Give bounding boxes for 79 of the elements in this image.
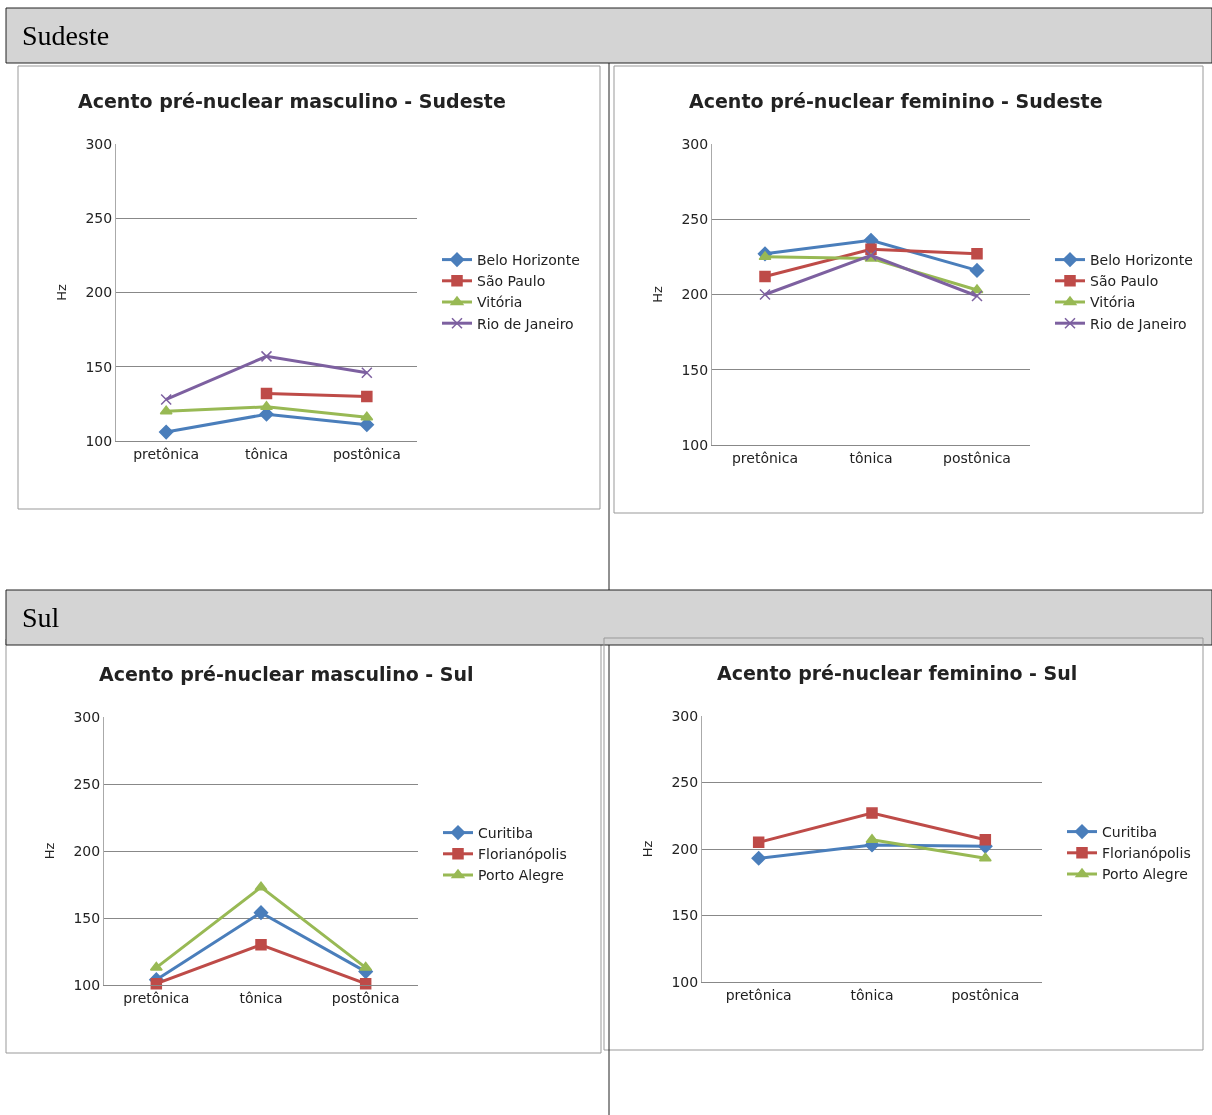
y-tick-label: 200 [85,284,113,301]
y-axis-title: Hz [650,286,666,303]
y-axis-title: Hz [640,840,656,858]
point [979,833,992,846]
chart-title: Acento pré-nuclear masculino - Sudeste [78,90,506,112]
point [158,424,174,440]
x-tick-label: tônica [850,986,894,1003]
legend-label: Rio de Janeiro [477,315,574,332]
y-tick-label: 200 [73,842,101,859]
x-tick-label: postônica [331,989,400,1006]
y-tick-label: 250 [671,774,699,791]
legend-label: Curitiba [1102,824,1158,841]
legend-label: Porto Alegre [478,867,564,884]
point [971,248,983,260]
point [759,270,771,283]
text: Sudeste [22,20,110,51]
point [758,251,772,261]
point [359,961,373,971]
y-tick-label: 250 [85,210,113,227]
legend-label: Florianópolis [1102,845,1191,862]
y-tick-label: 100 [671,973,699,990]
y-tick-label: 150 [85,358,113,375]
point [255,939,267,951]
legend-label: Rio de Janeiro [1090,315,1187,332]
point [160,393,172,406]
y-tick-label: 100 [85,432,113,449]
x-tick-label: postônica [951,986,1020,1003]
y-axis-title: Hz [54,284,70,301]
point [751,851,766,866]
y-tick-label: 100 [73,976,101,993]
point [260,387,273,400]
x-tick-label: tônica [244,445,289,462]
y-tick-label: 300 [85,135,113,152]
y-axis-title: Hz [42,842,58,860]
y-tick-label: 300 [681,135,709,152]
x-tick-label: pretônica [731,449,799,466]
x-tick-label: tônica [239,989,283,1006]
chart-title: Acento pré-nuclear feminino - Sudeste [689,90,1103,112]
y-tick-label: 200 [671,840,699,857]
y-tick-label: 100 [681,436,709,453]
chart-title: Acento pré-nuclear feminino - Sul [717,662,1078,684]
legend-label: Florianópolis [478,846,567,863]
y-tick-label: 200 [681,286,709,303]
y-tick-label: 150 [73,909,101,926]
legend-label: São Paulo [477,273,546,290]
legend-label: São Paulo [1090,273,1159,290]
point [361,366,373,379]
y-tick-label: 300 [671,707,699,724]
point [254,881,268,891]
x-tick-label: pretônica [725,986,792,1003]
x-tick-label: pretônica [133,445,200,462]
y-tick-label: 150 [681,361,709,378]
x-tick-label: postônica [332,445,401,462]
point [360,411,374,421]
point [149,961,163,971]
y-tick-label: 150 [671,907,699,924]
point [971,290,983,302]
chart-title: Acento pré-nuclear masculino - Sul [99,663,474,685]
legend-label: Vitória [1090,294,1136,311]
point [260,350,273,363]
point [253,905,269,920]
x-tick-label: postônica [943,449,1011,466]
legend-label: Belo Horizonte [1090,252,1193,269]
x-tick-label: tônica [849,449,893,466]
point [759,288,771,301]
legend-label: Vitória [477,294,523,311]
legend-label: Curitiba [478,825,534,842]
legend-label: Porto Alegre [1102,866,1188,883]
y-tick-label: 250 [681,211,709,228]
point [361,390,373,403]
x-tick-label: pretônica [123,989,190,1006]
point [159,405,173,415]
legend-label: Belo Horizonte [477,252,580,269]
y-tick-label: 250 [73,775,101,792]
point [969,263,985,278]
point [752,836,765,849]
y-tick-label: 300 [73,708,101,725]
text: Sul [22,602,60,633]
point [866,807,878,819]
